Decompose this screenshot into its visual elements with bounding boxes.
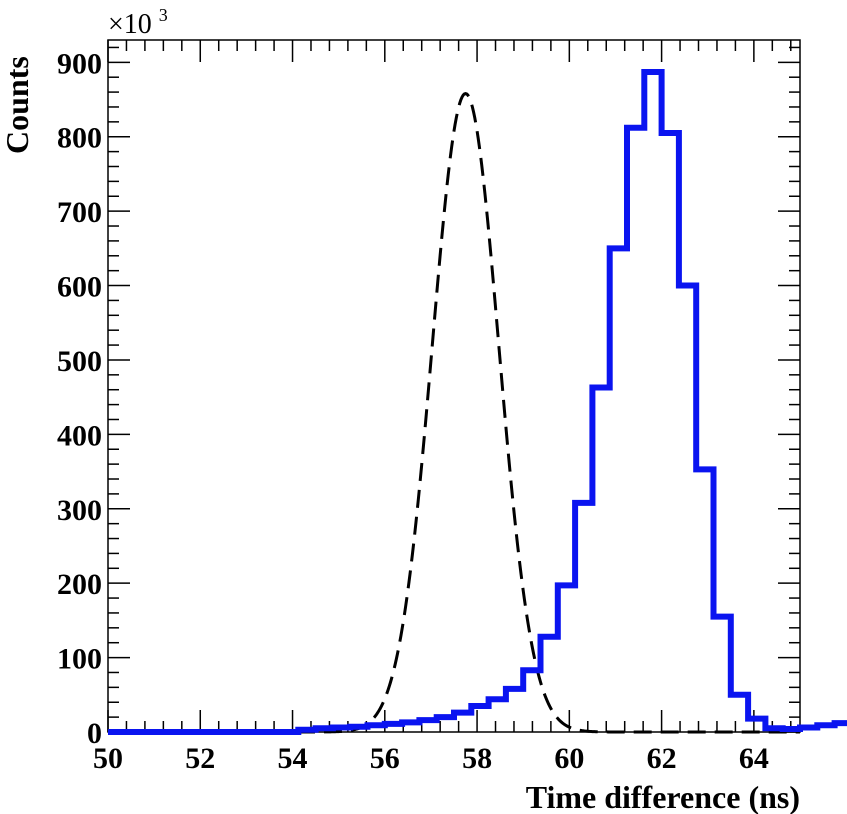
- y-multiplier-exponent: 3: [159, 5, 168, 25]
- x-tick-label: 50: [93, 742, 123, 775]
- y-tick-label: 800: [57, 122, 102, 155]
- y-axis-title: Counts: [0, 56, 35, 154]
- x-tick-label: 54: [278, 742, 308, 775]
- x-tick-label: 64: [739, 742, 769, 775]
- x-tick-label: 52: [185, 742, 215, 775]
- y-axis-ticks: [108, 46, 800, 733]
- x-tick-label: 58: [462, 742, 492, 775]
- x-axis-title: Time difference (ns): [526, 779, 800, 814]
- y-axis-multiplier: ×10 3: [108, 5, 168, 40]
- x-axis-ticks: [107, 40, 792, 732]
- plot-frame: [107, 39, 801, 733]
- y-tick-label: 400: [57, 419, 102, 452]
- y-tick-label: 100: [57, 643, 102, 676]
- x-tick-label: 62: [647, 742, 677, 775]
- y-tick-label: 500: [57, 345, 102, 378]
- y-multiplier-base: ×10: [108, 9, 152, 40]
- y-tick-label: 300: [57, 494, 102, 527]
- y-tick-label: 0: [87, 717, 102, 750]
- x-axis-tick-labels: 50 52 54 56 58 60 62 64: [93, 742, 769, 775]
- y-tick-label: 200: [57, 568, 102, 601]
- y-tick-label: 900: [57, 47, 102, 80]
- x-tick-label: 56: [370, 742, 400, 775]
- y-tick-label: 700: [57, 196, 102, 229]
- y-axis-tick-labels: 0 100 200 300 400 500 600 700 800 900: [57, 47, 102, 750]
- histogram-series: [108, 68, 847, 735]
- x-tick-label: 60: [554, 742, 584, 775]
- y-tick-label: 600: [57, 271, 102, 304]
